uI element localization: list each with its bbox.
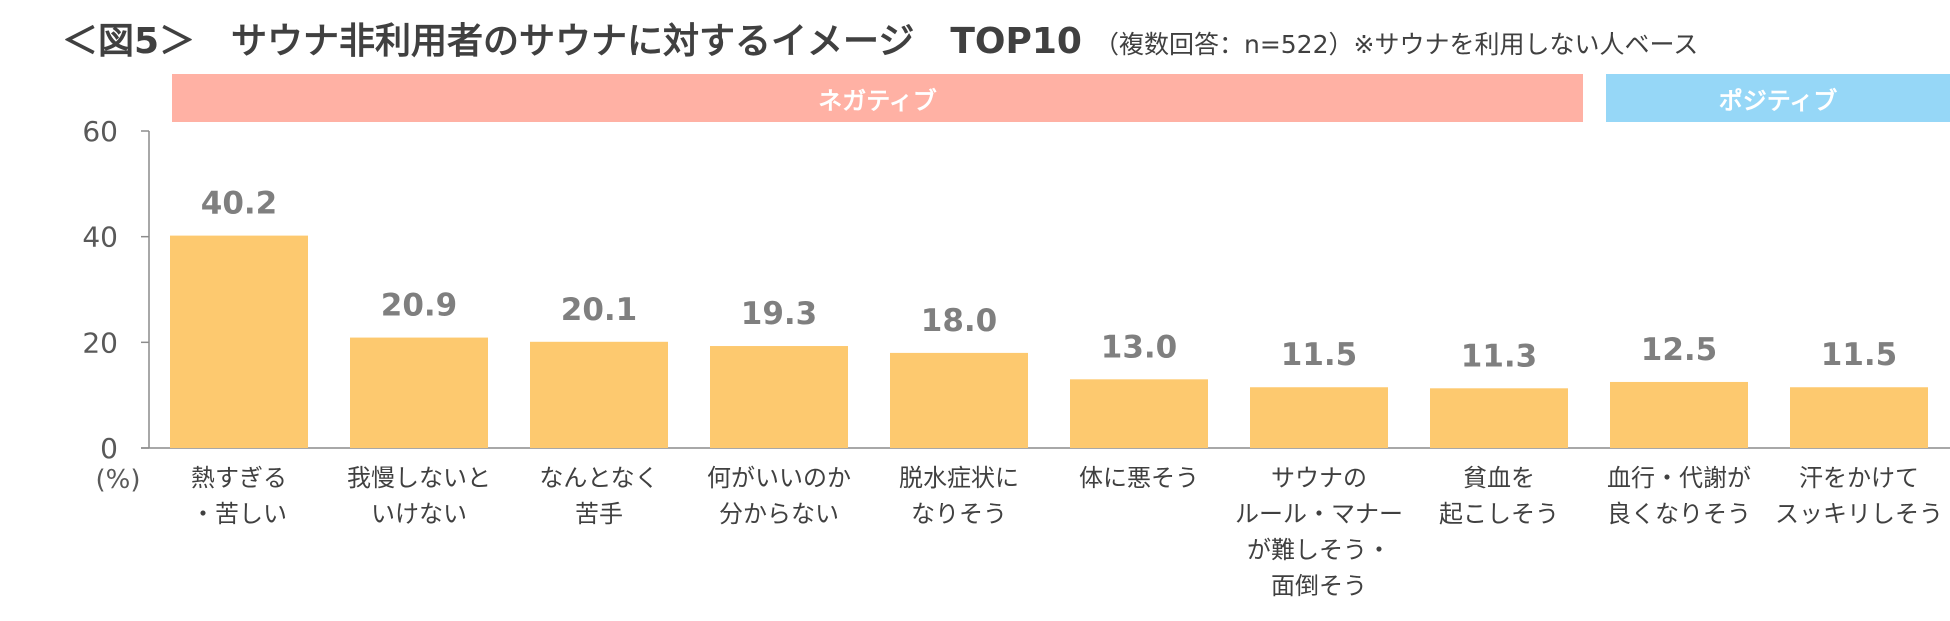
x-category-label-line: ルール・マナー [1235,500,1403,528]
y-tick-label: 40 [82,221,118,254]
x-category-label-line: 苦手 [575,500,623,528]
x-category-label: なんとなく苦手 [539,464,658,528]
x-category-label: 血行・代謝が良くなりそう [1607,464,1751,528]
x-category-label-line: ・苦しい [191,500,287,528]
x-category-label-line: が難しそう・ [1247,536,1391,564]
bar [1610,381,1748,448]
bar [350,337,488,448]
bar-value-label: 12.5 [1641,332,1718,368]
bar [1250,387,1388,448]
bar [530,341,668,448]
bar [170,235,308,448]
x-category-label-line: いけない [371,500,467,528]
chart-title: ＜図5＞ サウナ非利用者のサウナに対するイメージ TOP10 [62,21,1082,62]
bar-value-label: 11.5 [1821,337,1898,373]
bar-value-label: 19.3 [741,296,818,332]
bar-value-label: 20.1 [561,292,638,328]
y-tick-label: 20 [82,326,118,359]
x-category-label-line: 分からない [719,500,839,528]
x-category-label: 我慢しないといけない [347,464,491,528]
chart-note: （複数回答：n=522）※サウナを利用しない人ベース [1093,30,1699,59]
x-category-label-line: スッキリしそう [1775,500,1943,528]
bar-value-label: 13.0 [1101,329,1178,365]
bar-value-label: 20.9 [381,288,458,324]
bar-value-label: 40.2 [201,186,278,222]
x-category-label: サウナのルール・マナーが難しそう・面倒そう [1235,464,1403,600]
x-category-label-line: 血行・代謝が [1607,464,1751,492]
x-category-label-line: 体に悪そう [1079,464,1199,492]
title-row: ＜図5＞ サウナ非利用者のサウナに対するイメージ TOP10 （複数回答：n=52… [62,12,1698,64]
bar-value-label: 18.0 [921,303,998,339]
x-category-label: 体に悪そう [1079,464,1199,492]
x-category-label-line: サウナの [1271,464,1367,492]
x-category-label: 何がいいのか分からない [707,464,851,528]
x-category-label-line: 我慢しないと [347,464,491,492]
bar [1790,387,1928,448]
y-axis-unit-label: (%) [96,465,141,495]
y-tick-label: 60 [82,115,118,148]
positive-group-band: ポジティブ [1606,74,1950,122]
x-category-label-line: なんとなく [539,464,658,492]
y-tick-label: 0 [100,432,118,465]
x-category-label-line: 汗をかけて [1799,464,1919,492]
x-category-label-line: 貧血を [1463,464,1535,492]
x-category-label-line: 起こしそう [1439,500,1559,528]
x-category-label-line: なりそう [911,500,1007,528]
x-category-label-line: 何がいいのか [707,464,851,492]
x-category-label: 熱すぎる・苦しい [191,464,287,528]
x-category-label-line: 熱すぎる [191,464,287,492]
x-category-label: 脱水症状になりそう [899,464,1019,528]
x-category-label-line: 脱水症状に [899,464,1019,492]
x-category-label: 貧血を起こしそう [1439,464,1559,528]
bar [710,346,848,448]
positive-group-label: ポジティブ [1718,86,1838,115]
x-category-label: 汗をかけてスッキリしそう [1775,464,1943,528]
bar-value-label: 11.5 [1281,337,1358,373]
bar [890,352,1028,448]
x-category-label-line: 良くなりそう [1607,500,1751,528]
x-category-label-line: 面倒そう [1271,572,1367,600]
bar [1070,379,1208,448]
bar-value-label: 11.3 [1461,338,1538,374]
negative-group-band: ネガティブ [172,74,1583,122]
negative-group-label: ネガティブ [818,86,937,115]
bar [1430,388,1568,448]
